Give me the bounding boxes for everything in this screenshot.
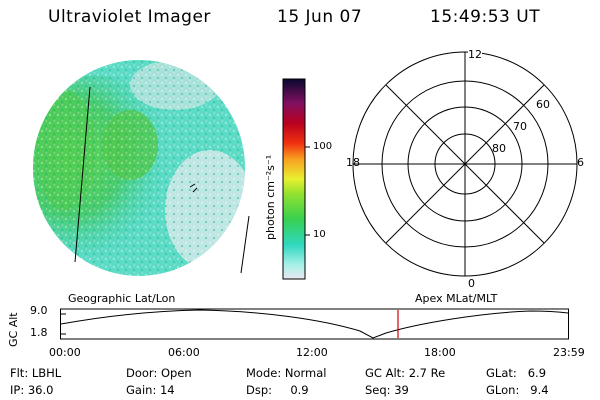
- time-tick-1800: 18:00: [424, 346, 456, 359]
- date-label: 15 Jun 07: [277, 7, 363, 27]
- time-tick-2359: 23:59: [553, 346, 585, 359]
- info-glat: GLat: 6.9: [486, 366, 547, 380]
- info-glon: GLon: 9.4: [486, 383, 549, 397]
- info-seq: Seq: 39: [365, 383, 409, 397]
- instrument-title: Ultraviolet Imager: [48, 7, 211, 27]
- info-flt: Flt: LBHL: [10, 366, 62, 380]
- mlt-label-12: 12: [468, 48, 482, 61]
- orbit-ytick-high: 9.0: [30, 304, 48, 317]
- time-tick-0000: 00:00: [49, 346, 81, 359]
- time-tick-0600: 06:00: [168, 346, 200, 359]
- colorbar-tick-10: 10: [313, 229, 326, 240]
- lat-label-80: 80: [492, 142, 506, 155]
- orbit-altitude-plot: [60, 308, 569, 340]
- earth-disk: [33, 60, 245, 276]
- mlt-label-0: 0: [468, 277, 475, 290]
- orbit-ylabel: GC Alt: [7, 312, 20, 347]
- orbit-left-caption: Geographic Lat/Lon: [68, 292, 176, 305]
- orbit-right-caption: Apex MLat/MLT: [415, 292, 498, 305]
- mlt-label-6: 6: [577, 156, 584, 169]
- colorbar-label: photon cm⁻²s⁻¹: [264, 154, 277, 240]
- mlt-label-18: 18: [346, 156, 360, 169]
- time-tick-1200: 12:00: [296, 346, 328, 359]
- terminator-line: [74, 86, 91, 263]
- info-gain: Gain: 14: [126, 383, 175, 397]
- colorbar: [282, 78, 310, 280]
- info-mode: Mode: Normal: [246, 366, 327, 380]
- lat-label-60: 60: [536, 98, 550, 111]
- info-door: Door: Open: [126, 366, 192, 380]
- polar-plot: [352, 51, 578, 277]
- info-gc-alt: GC Alt: 2.7 Re: [365, 366, 446, 380]
- info-ip: IP: 36.0: [10, 383, 54, 397]
- orbit-ytick-low: 1.8: [30, 326, 48, 339]
- coast-fragment: [189, 183, 198, 193]
- altitude-curve: [60, 309, 569, 339]
- limb-line: [240, 215, 250, 274]
- time-label: 15:49:53 UT: [430, 7, 541, 27]
- info-dsp: Dsp: 0.9: [246, 383, 309, 397]
- lat-label-70: 70: [513, 120, 527, 133]
- colorbar-tick-100: 100: [313, 141, 333, 152]
- uv-earth-image: [33, 60, 250, 276]
